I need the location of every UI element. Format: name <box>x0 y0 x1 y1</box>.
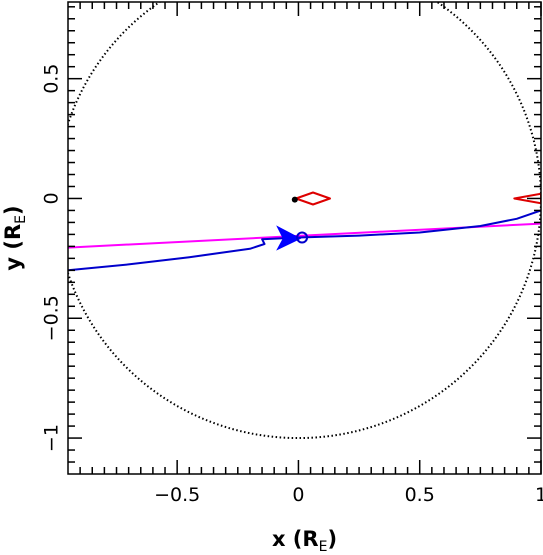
central-caustic <box>295 191 331 206</box>
tick-labels: −0.5 0 0.5 1 −1 −0.5 0 0.5 <box>41 64 543 506</box>
y-tick-label: −1 <box>41 424 63 452</box>
direction-arrow <box>276 225 302 251</box>
axis-ticks <box>68 2 542 474</box>
plot-content <box>68 2 541 439</box>
y-axis-label: y (RE) <box>1 205 29 270</box>
lens-point <box>291 196 298 203</box>
blue-path-line <box>68 209 541 272</box>
plot-frame <box>67 1 542 475</box>
x-tick-label: 0.5 <box>405 484 435 506</box>
x-tick-label: 1 <box>535 484 543 506</box>
source-position-marker <box>296 231 309 244</box>
y-tick-label: 0 <box>41 192 63 204</box>
planetary-caustic <box>513 192 541 205</box>
y-tick-label: −0.5 <box>41 295 63 341</box>
y-tick-label: 0.5 <box>41 64 63 94</box>
x-axis-label: x (RE) <box>272 527 337 555</box>
einstein-ring <box>68 2 541 439</box>
x-tick-label: 0 <box>292 484 304 506</box>
x-tick-label: −0.5 <box>154 484 200 506</box>
